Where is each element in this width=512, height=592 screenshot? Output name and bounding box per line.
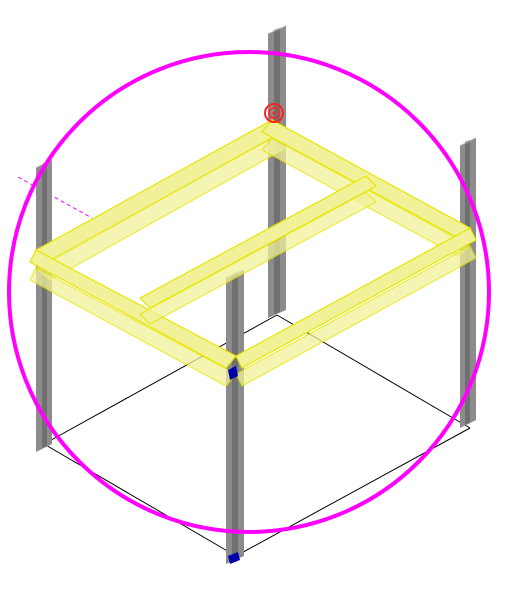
grip-marker[interactable] (264, 103, 284, 123)
beam-front-left[interactable] (29, 249, 237, 369)
node-marker-front-top (228, 366, 238, 380)
column-left[interactable] (35, 159, 53, 452)
node-marker-front-bottom (228, 552, 240, 564)
selected-frame[interactable] (29, 119, 477, 387)
column-front[interactable] (225, 269, 245, 564)
base-edge-front-right (235, 427, 471, 557)
beam-middle-bottom[interactable] (139, 191, 377, 325)
reference-dash-line (17, 176, 93, 219)
beam-front-left-bottom[interactable] (29, 267, 237, 387)
base-edge-front-left (43, 443, 237, 557)
column-back[interactable] (267, 25, 287, 318)
beam-front-right-bottom[interactable] (235, 245, 477, 387)
beam-front-right[interactable] (235, 227, 477, 369)
column-right[interactable] (459, 137, 477, 428)
beam-middle[interactable] (139, 175, 377, 309)
selection-circle (7, 50, 491, 534)
